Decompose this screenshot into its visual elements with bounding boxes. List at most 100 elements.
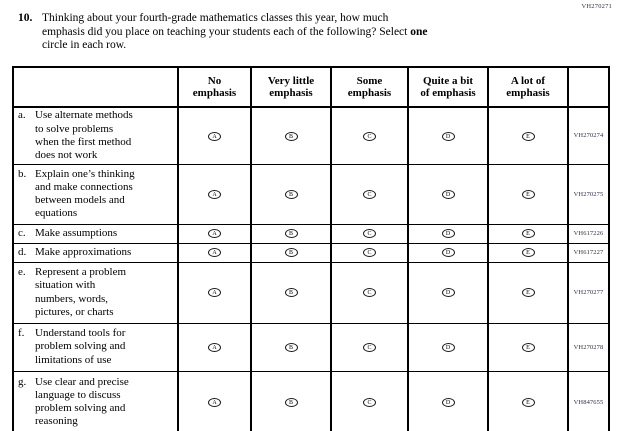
row-code: VH270277 — [567, 261, 610, 324]
option-cell: E — [487, 261, 569, 324]
answer-bubble[interactable]: D — [441, 288, 455, 298]
option-cell: A — [177, 106, 252, 165]
option-cell: A — [177, 242, 252, 263]
answer-bubble[interactable]: E — [521, 131, 535, 141]
row-label-cell: e. Represent a problem situation with num… — [12, 261, 179, 324]
row-label: Understand tools for problem solving and… — [35, 327, 126, 366]
option-cell: B — [250, 163, 332, 225]
row-label-cell: d. Make approximations — [12, 242, 179, 263]
option-cell: C — [330, 242, 409, 263]
row-label: Explain one’s thinking and make connecti… — [35, 167, 135, 220]
answer-bubble[interactable]: E — [521, 288, 535, 298]
header-row: No emphasis Very little emphasis Some em… — [12, 66, 610, 108]
row-label: Make assumptions — [35, 226, 118, 239]
answer-bubble[interactable]: A — [208, 248, 221, 258]
row-code: VH270275 — [567, 163, 610, 225]
answer-bubble[interactable]: D — [441, 248, 455, 258]
option-cell: D — [407, 261, 489, 324]
answer-bubble[interactable]: D — [441, 131, 455, 141]
table-row-f: f. Understand tools for problem solving a… — [12, 322, 610, 372]
option-cell: E — [487, 322, 569, 372]
answer-bubble[interactable]: B — [284, 342, 298, 352]
row-label: Make approximations — [35, 245, 132, 258]
table-row-b: b. Explain one’s thinking and make connec… — [12, 163, 610, 225]
answer-bubble[interactable]: C — [363, 248, 376, 258]
option-cell: C — [330, 106, 409, 165]
question-block: 10. Thinking about your fourth-grade mat… — [18, 12, 558, 53]
option-cell: C — [330, 223, 409, 244]
option-cell: A — [177, 322, 252, 372]
answer-bubble[interactable]: B — [284, 288, 298, 298]
answer-bubble[interactable]: C — [363, 189, 376, 199]
table-row-d: d. Make approximations A B C D E VH617227 — [12, 242, 610, 263]
answer-bubble[interactable]: A — [208, 342, 221, 352]
answer-bubble[interactable]: C — [363, 397, 376, 407]
answer-bubble[interactable]: B — [284, 131, 298, 141]
row-label-cell: f. Understand tools for problem solving a… — [12, 322, 179, 372]
answer-bubble[interactable]: A — [208, 229, 221, 239]
question-line-1: Thinking about your fourth-grade mathema… — [42, 12, 389, 24]
answer-bubble[interactable]: D — [441, 189, 455, 199]
answer-bubble[interactable]: C — [363, 288, 376, 298]
table-row-a: a. Use alternate methods to solve problem… — [12, 106, 610, 165]
option-cell: B — [250, 106, 332, 165]
option-cell: E — [487, 106, 569, 165]
answer-bubble[interactable]: E — [521, 189, 535, 199]
option-cell: B — [250, 370, 332, 431]
option-cell: A — [177, 370, 252, 431]
column-header-some-emphasis: Some emphasis — [330, 66, 409, 108]
answer-bubble[interactable]: C — [363, 229, 376, 239]
answer-bubble[interactable]: D — [441, 397, 455, 407]
row-label-cell: a. Use alternate methods to solve problem… — [12, 106, 179, 165]
row-label-cell: c. Make assumptions — [12, 223, 179, 244]
option-cell: D — [407, 322, 489, 372]
column-header-a-lot-of-emphasis: A lot of emphasis — [487, 66, 569, 108]
answer-bubble[interactable]: E — [521, 342, 535, 352]
answer-bubble[interactable]: B — [284, 397, 298, 407]
row-label: Represent a problem situation with numbe… — [35, 266, 127, 318]
row-label: Use clear and precise language to discus… — [35, 375, 129, 428]
row-code: VH847655 — [567, 370, 610, 431]
emphasis-table: No emphasis Very little emphasis Some em… — [12, 66, 610, 431]
option-cell: E — [487, 223, 569, 244]
row-code: VH270274 — [567, 106, 610, 165]
table-row-g: g. Use clear and precise language to disc… — [12, 370, 610, 431]
option-cell: E — [487, 242, 569, 263]
question-line-3: circle in each row. — [42, 39, 127, 51]
option-cell: A — [177, 163, 252, 225]
question-bold-word: one — [410, 25, 428, 38]
question-text: Thinking about your fourth-grade mathema… — [42, 12, 427, 53]
column-header-code — [567, 66, 610, 108]
answer-bubble[interactable]: E — [521, 248, 535, 258]
column-header-quite-a-bit-of-emphasis: Quite a bit of emphasis — [407, 66, 489, 108]
answer-bubble[interactable]: C — [363, 131, 376, 141]
answer-bubble[interactable]: D — [441, 229, 455, 239]
row-letter: e. — [18, 266, 26, 279]
answer-bubble[interactable]: A — [208, 131, 221, 141]
row-letter: f. — [18, 327, 25, 340]
option-cell: D — [407, 163, 489, 225]
answer-bubble[interactable]: A — [208, 189, 221, 199]
answer-bubble[interactable]: E — [521, 397, 535, 407]
row-label-cell: g. Use clear and precise language to disc… — [12, 370, 179, 431]
option-cell: E — [487, 370, 569, 431]
option-cell: C — [330, 163, 409, 225]
row-letter: d. — [18, 245, 27, 258]
table-row-e: e. Represent a problem situation with num… — [12, 261, 610, 324]
question-line-2: emphasis did you place on teaching your … — [42, 25, 411, 38]
row-letter: a. — [18, 109, 26, 122]
answer-bubble[interactable]: C — [363, 342, 376, 352]
answer-bubble[interactable]: B — [284, 229, 298, 239]
option-cell: D — [407, 106, 489, 165]
row-label: Use alternate methods to solve problems … — [35, 109, 133, 161]
column-header-very-little-emphasis: Very little emphasis — [250, 66, 332, 108]
answer-bubble[interactable]: A — [208, 397, 221, 407]
answer-bubble[interactable]: D — [441, 342, 455, 352]
answer-bubble[interactable]: B — [284, 189, 298, 199]
answer-bubble[interactable]: A — [208, 288, 221, 298]
answer-bubble[interactable]: B — [284, 248, 298, 258]
answer-bubble[interactable]: E — [521, 229, 535, 239]
row-letter: b. — [18, 167, 27, 180]
option-cell: B — [250, 223, 332, 244]
